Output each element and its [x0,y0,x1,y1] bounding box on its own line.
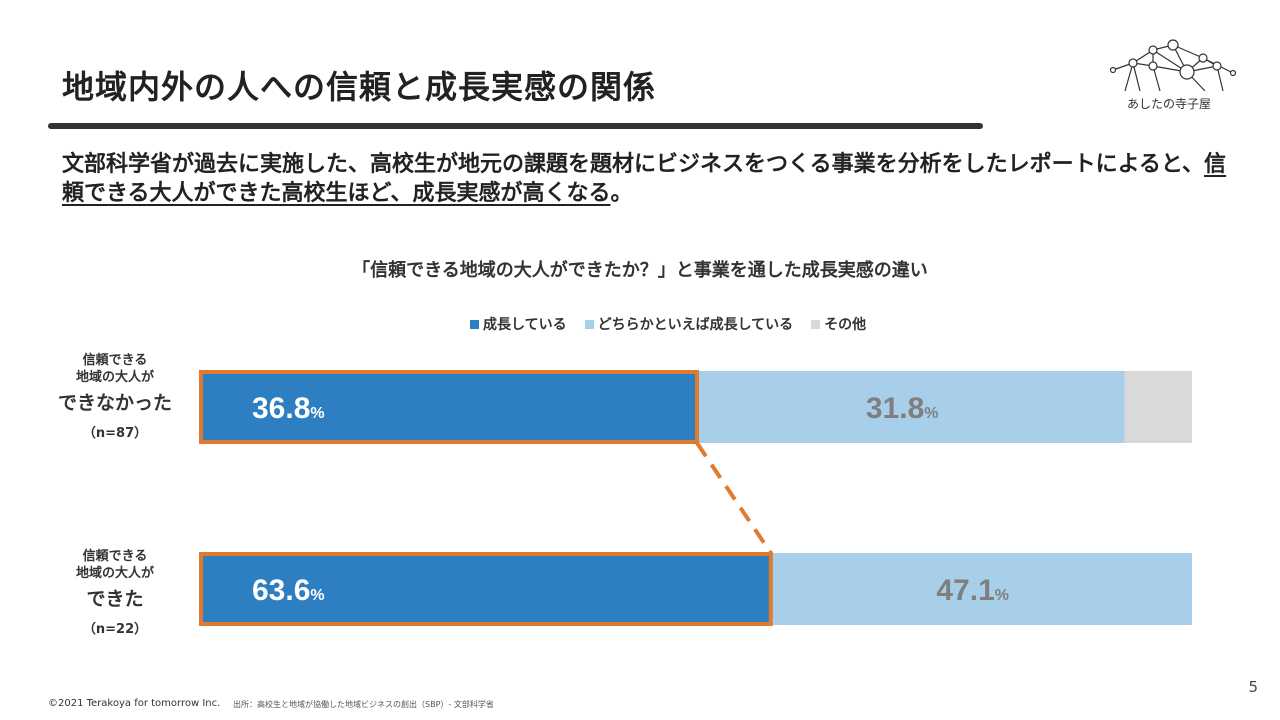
row-label-not-trusted: 信頼できる 地域の大人が できなかった （n=87） [40,352,190,441]
row-label-line3: できなかった [57,392,172,414]
lead-text-emphasis: 信頼できる大人ができた高校生ほど、成長実感が高くなる [62,152,1227,206]
row-label-line2: 地域の大人が [75,370,154,385]
legend-swatch-other [811,319,821,329]
row-label-line3: できた [86,588,144,610]
footer-copyright: ©2021 Terakoya for tomorrow Inc. [48,698,221,709]
bar-somewhat-growing-row-1 [697,371,1125,443]
footer-source: 出所：高校生と地域が協働した地域ビジネスの創出（SBP）- 文部科学省 [233,700,494,709]
title-divider [48,123,983,129]
legend-swatch-somewhat-growing [584,319,594,329]
highlight-connector-line [695,441,773,555]
data-label-growing-row-2: 63.6% [252,574,325,607]
row-label-line1: 信頼できる [82,353,148,368]
row-label-trusted: 信頼できる 地域の大人が できた （n=22） [40,548,190,637]
lead-text: 文部科学省が過去に実施した、高校生が地元の課題を題材にビジネスをつくる事業を分析… [62,150,1242,208]
page-title: 地域内外の人への信頼と成長実感の関係 [62,68,657,106]
legend-label-other: その他 [824,317,867,333]
legend-item-other: その他 [811,314,866,334]
logo-text: あしたの寺子屋 [1127,97,1212,111]
page-number: 5 [1248,678,1258,696]
highlight-outline-row-2 [199,552,773,626]
bar-growing-row-1 [202,371,697,443]
row-label-sample-size: （n=22） [82,622,148,637]
row-label-line1: 信頼できる [82,549,148,564]
legend-item-somewhat-growing: どちらかといえば成長している [584,314,794,334]
data-label-somewhat-growing-row-2: 47.1% [936,574,1009,607]
data-label-somewhat-growing-row-1: 31.8% [866,392,939,425]
bar-other-row-1 [1124,371,1192,443]
bar-growing-row-2 [202,553,771,625]
row-label-sample-size: （n=87） [82,426,148,441]
lead-text-main: 文部科学省が過去に実施した、高校生が地元の課題を題材にビジネスをつくる事業を分析… [62,152,1205,177]
legend-label-somewhat-growing: どちらかといえば成長している [597,317,794,333]
bar-somewhat-growing-row-2 [770,553,1192,625]
chart-title: 「信頼できる地域の大人ができたか？」と事業を通した成長実感の違い [352,260,928,281]
row-label-line2: 地域の大人が [75,566,154,581]
logo-network-icon [1109,39,1237,92]
data-label-growing-row-1: 36.8% [252,392,325,425]
legend-label-growing: 成長している [483,317,567,333]
lead-text-end: 。 [610,181,633,206]
legend-item-growing: 成長している [470,314,567,334]
chart-legend: 成長している どちらかといえば成長している その他 [470,314,866,334]
legend-swatch-growing [470,319,479,329]
highlight-outline-row-1 [199,370,699,444]
